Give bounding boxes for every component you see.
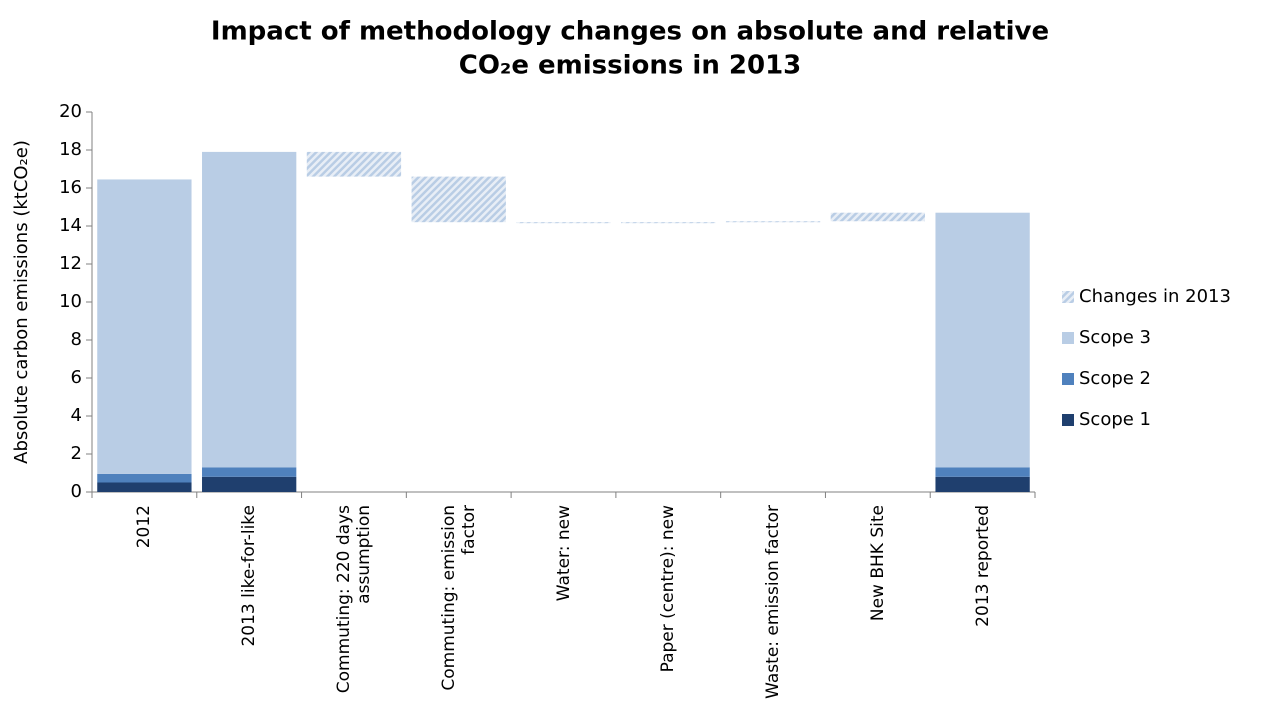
y-tick-label: 18 (59, 139, 82, 160)
legend-label: Scope 3 (1079, 327, 1151, 348)
bar-segment (97, 482, 192, 492)
legend-swatch (1062, 373, 1074, 385)
x-tick-label: 2013 reported (972, 505, 993, 627)
change-bar (411, 176, 506, 223)
bar-segment (935, 476, 1030, 492)
legend-swatch (1062, 414, 1074, 426)
x-tick-label: 2013 like-for-like (239, 505, 260, 647)
change-bar (621, 222, 716, 224)
bar-segment (935, 212, 1030, 468)
y-tick-label: 12 (59, 253, 82, 274)
x-tick-label: Waste: emission factor (763, 505, 784, 699)
legend-label: Scope 1 (1079, 409, 1151, 430)
change-bar (516, 222, 611, 224)
bar-segment (202, 476, 297, 492)
x-tick-label: Commuting: 220 days assumption (333, 505, 374, 694)
legend-label: Scope 2 (1079, 368, 1151, 389)
y-tick-label: 6 (71, 367, 82, 388)
change-bar (830, 212, 925, 222)
bar-segment (202, 151, 297, 468)
y-tick-label: 4 (71, 405, 82, 426)
bar-segment (202, 467, 297, 477)
x-tick-label: 2012 (134, 505, 155, 549)
legend-label: Changes in 2013 (1079, 286, 1231, 307)
y-tick-label: 10 (59, 291, 82, 312)
x-tick-label: Water: new (553, 505, 574, 602)
y-tick-label: 8 (71, 329, 82, 350)
change-bar (725, 221, 821, 223)
x-tick-label: Commuting: emission factor (438, 505, 479, 691)
bar-segment (97, 473, 192, 483)
x-tick-label: Paper (centre): new (658, 505, 679, 673)
y-tick-label: 0 (71, 481, 82, 502)
change-bar (306, 151, 402, 177)
y-axis-label: Absolute carbon emissions (ktCO₂e) (11, 140, 32, 464)
bar-segment (97, 179, 192, 474)
y-tick-label: 16 (59, 177, 82, 198)
y-tick-label: 20 (59, 101, 82, 122)
legend-swatch (1062, 332, 1074, 344)
bar-segment (935, 467, 1030, 477)
chart-title: CO₂e emissions in 2013 (459, 51, 802, 81)
y-tick-label: 2 (71, 443, 82, 464)
x-tick-label: New BHK Site (867, 505, 888, 622)
y-tick-label: 14 (59, 215, 82, 236)
legend-swatch (1062, 291, 1074, 303)
chart-title: Impact of methodology changes on absolut… (211, 17, 1049, 47)
